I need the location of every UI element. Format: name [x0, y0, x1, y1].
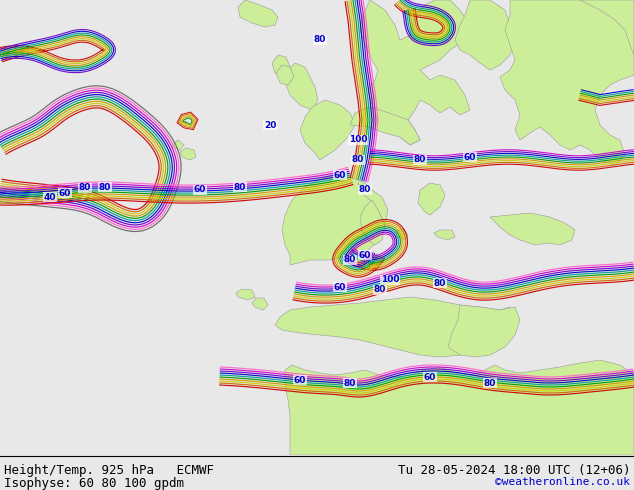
Text: 80: 80 [314, 35, 326, 45]
Polygon shape [396, 229, 408, 240]
Polygon shape [282, 175, 385, 265]
Text: 60: 60 [359, 250, 371, 260]
Text: 80: 80 [359, 186, 371, 195]
Polygon shape [172, 140, 184, 150]
Text: 80: 80 [484, 378, 496, 388]
Text: Tu 28-05-2024 18:00 UTC (12+06): Tu 28-05-2024 18:00 UTC (12+06) [398, 464, 630, 477]
Text: 20: 20 [264, 121, 276, 129]
Text: Isophyse: 60 80 100 gpdm: Isophyse: 60 80 100 gpdm [4, 477, 184, 490]
Text: 80: 80 [374, 286, 386, 294]
Polygon shape [285, 63, 318, 110]
Polygon shape [300, 100, 355, 160]
Text: 100: 100 [349, 136, 367, 145]
Polygon shape [358, 183, 388, 225]
Text: 80: 80 [352, 155, 364, 165]
Polygon shape [418, 183, 445, 215]
Text: 80: 80 [344, 255, 356, 265]
Text: 100: 100 [381, 275, 399, 285]
Text: 60: 60 [424, 372, 436, 382]
Polygon shape [448, 305, 520, 357]
Polygon shape [275, 297, 510, 357]
Polygon shape [252, 298, 268, 310]
Polygon shape [272, 55, 290, 77]
Text: 60: 60 [294, 375, 306, 385]
Text: 80: 80 [79, 183, 91, 193]
Polygon shape [285, 360, 634, 455]
Text: 80: 80 [234, 182, 246, 192]
Polygon shape [455, 0, 515, 70]
Polygon shape [236, 289, 255, 300]
Polygon shape [360, 0, 470, 145]
Text: ©weatheronline.co.uk: ©weatheronline.co.uk [495, 477, 630, 487]
Text: 40: 40 [44, 193, 56, 201]
Polygon shape [238, 0, 278, 27]
Polygon shape [580, 0, 634, 55]
Text: 80: 80 [99, 182, 111, 192]
Text: 60: 60 [334, 283, 346, 292]
Text: 80: 80 [414, 155, 426, 165]
Polygon shape [500, 0, 634, 165]
Text: 60: 60 [334, 171, 346, 179]
Polygon shape [434, 230, 455, 240]
Text: 80: 80 [434, 278, 446, 288]
Text: Height/Temp. 925 hPa   ECMWF: Height/Temp. 925 hPa ECMWF [4, 464, 214, 477]
Polygon shape [490, 213, 575, 245]
Polygon shape [276, 65, 294, 85]
Polygon shape [350, 107, 420, 145]
Polygon shape [360, 200, 385, 245]
Text: 60: 60 [464, 152, 476, 162]
Polygon shape [180, 148, 196, 160]
Text: 80: 80 [344, 378, 356, 388]
Text: 60: 60 [59, 189, 71, 197]
Text: 60: 60 [194, 186, 206, 195]
